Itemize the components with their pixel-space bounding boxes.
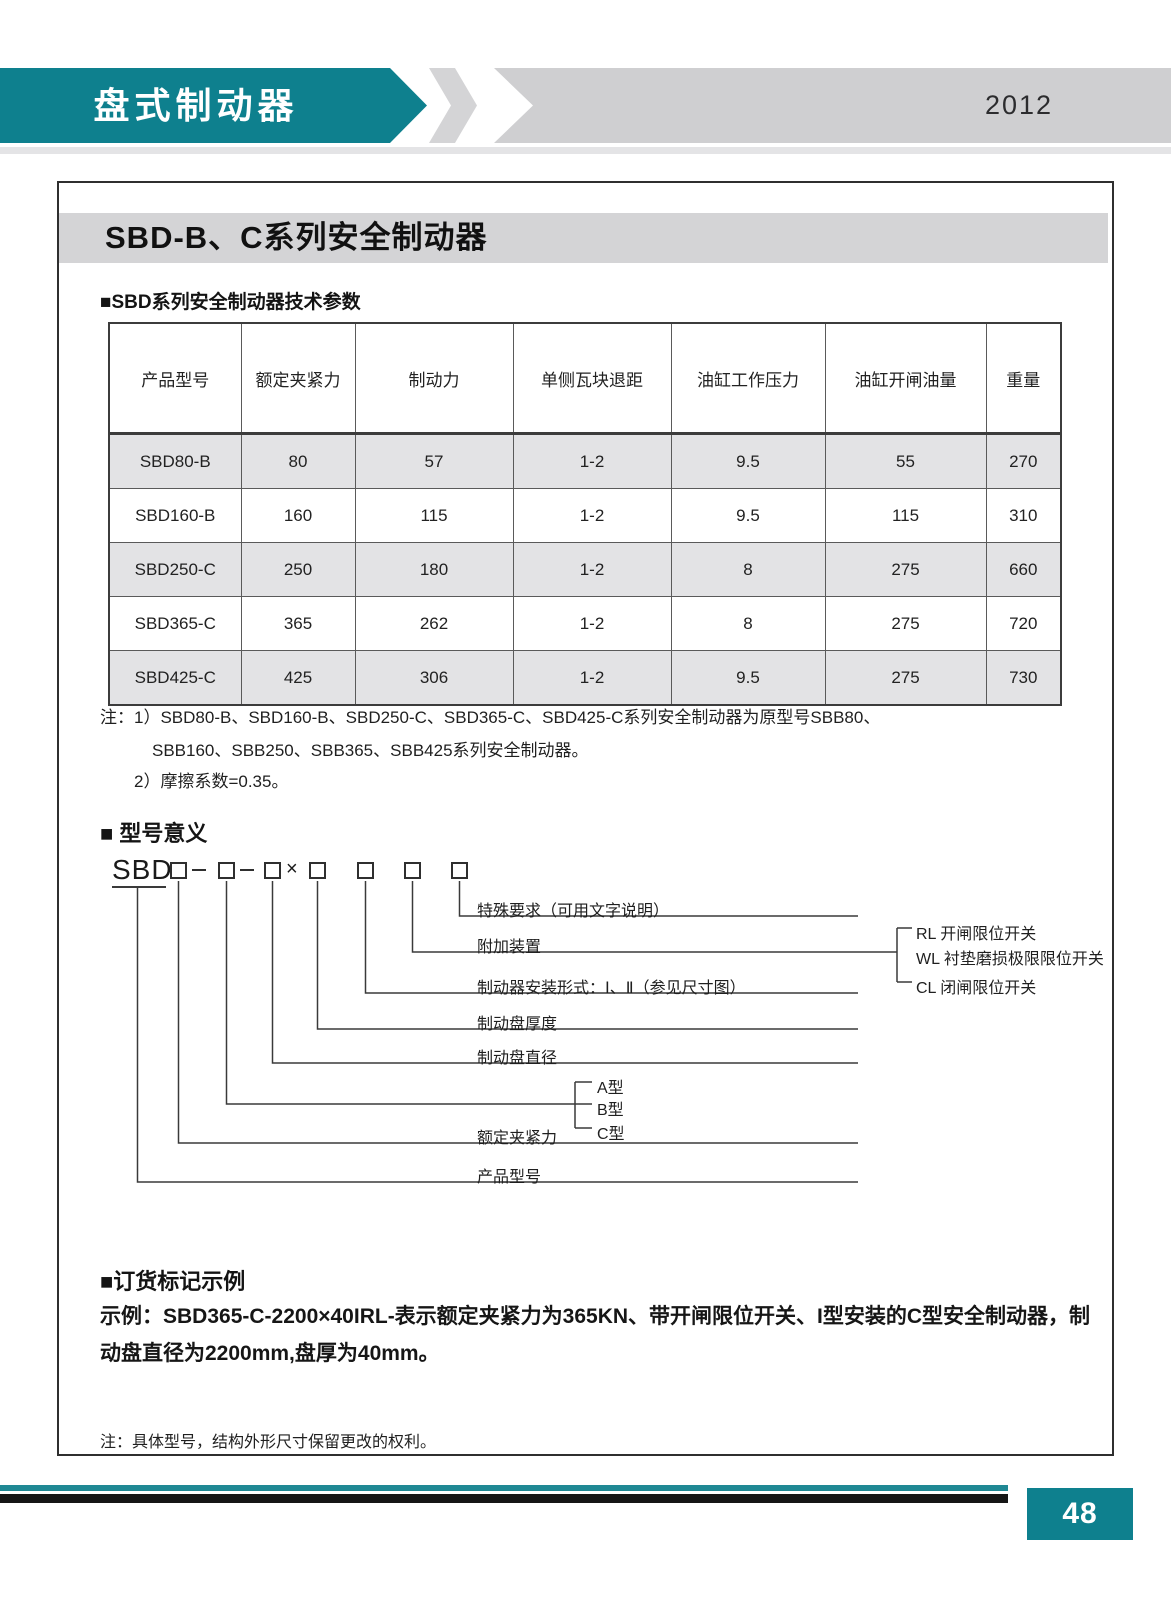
tech-params-heading: ■SBD系列安全制动器技术参数	[100, 292, 361, 313]
year-label: 2012	[985, 90, 1054, 120]
table-cell: 306	[354, 650, 514, 706]
table-cell: 250	[240, 542, 356, 597]
model-dash-2	[240, 869, 254, 871]
table-cell: 275	[824, 542, 987, 597]
label-rl-switch: RL 开闸限位开关	[916, 926, 1037, 943]
table-cell: 8	[670, 596, 826, 651]
table-cell: 660	[985, 542, 1062, 597]
table-cell: 262	[354, 596, 514, 651]
table-note-line-2: SBB160、SBB250、SBB365、SBB425系列安全制动器。	[152, 741, 589, 760]
table-cell: 9.5	[670, 433, 826, 489]
label-product-model: 产品型号	[477, 1169, 542, 1186]
footer-teal-line	[0, 1485, 1008, 1491]
model-box-2	[218, 862, 235, 879]
table-row: SBD80-B 80 57 1-2 9.5 55 270	[108, 433, 1062, 489]
table-cell: SBD365-C	[108, 596, 242, 651]
model-dash-1	[192, 869, 206, 871]
table-cell: 9.5	[670, 488, 826, 543]
banner-title: 盘式制动器	[93, 85, 299, 126]
table-row: SBD365-C 365 262 1-2 8 275 720	[108, 596, 1062, 651]
table-cell: 115	[354, 488, 514, 543]
table-cell: SBD425-C	[108, 650, 242, 706]
ordering-example-line-1: 示例：SBD365-C-2200×40IRL-表示额定夹紧力为365KN、带开闸…	[100, 1305, 1091, 1328]
label-disc-diameter: 制动盘直径	[477, 1050, 558, 1067]
model-box-5	[357, 862, 374, 879]
table-cell: 425	[240, 650, 356, 706]
page-number-badge: 48	[1027, 1488, 1133, 1540]
model-box-1	[170, 862, 187, 879]
label-type-c: C型	[597, 1126, 625, 1143]
table-cell: 1-2	[512, 542, 672, 597]
table-cell: 160	[240, 488, 356, 543]
model-box-3	[264, 862, 281, 879]
title-band	[59, 213, 1108, 263]
table-note-line-3: 2）摩擦系数=0.35。	[134, 772, 289, 791]
label-type-b: B型	[597, 1102, 624, 1119]
model-prefix-underline	[112, 886, 166, 888]
table-cell: 1-2	[512, 488, 672, 543]
label-wl-switch: WL 衬垫磨损极限限位开关	[916, 951, 1104, 968]
table-cell: 1-2	[512, 596, 672, 651]
table-cell: 275	[824, 650, 987, 706]
model-box-7	[451, 862, 468, 879]
table-cell: 275	[824, 596, 987, 651]
table-note-line-1: 注：1）SBD80-B、SBD160-B、SBD250-C、SBD365-C、S…	[100, 708, 881, 727]
table-cell: SBD160-B	[108, 488, 242, 543]
table-cell: 80	[240, 433, 356, 489]
table-cell: 730	[985, 650, 1062, 706]
bottom-note: 注：具体型号，结构外形尺寸保留更改的权利。	[100, 1434, 437, 1451]
table-body: SBD80-B 80 57 1-2 9.5 55 270 SBD160-B 160 115 1-2 9…	[108, 433, 1062, 706]
table-header-cell: 重量	[985, 322, 1062, 435]
label-clamping-force: 额定夹紧力	[477, 1130, 558, 1147]
model-meaning-heading: ■ 型号意义	[100, 821, 208, 846]
table-cell: 310	[985, 488, 1062, 543]
tech-params-table: 产品型号 额定夹紧力 制动力 单侧瓦块退距 油缸工作压力 油缸开闸油量 重量 SBD80-B…	[108, 322, 1062, 706]
table-header-cell: 单侧瓦块退距	[512, 322, 672, 435]
table-cell: 57	[354, 433, 514, 489]
table-header-cell: 额定夹紧力	[240, 322, 356, 435]
footer-black-line	[0, 1494, 1008, 1503]
table-cell: 1-2	[512, 650, 672, 706]
table-cell: 1-2	[512, 433, 672, 489]
table-row: SBD160-B 160 115 1-2 9.5 115 310	[108, 488, 1062, 543]
table-cell: 180	[354, 542, 514, 597]
table-cell: 270	[985, 433, 1062, 489]
table-header-cell: 油缸工作压力	[670, 322, 826, 435]
tech-params-table-wrap: 产品型号 额定夹紧力 制动力 单侧瓦块退距 油缸工作压力 油缸开闸油量 重量 SBD80-B…	[108, 322, 1062, 706]
label-type-a: A型	[597, 1080, 624, 1097]
header-gray-band	[494, 68, 1171, 143]
table-cell: 115	[824, 488, 987, 543]
table-row: SBD250-C 250 180 1-2 8 275 660	[108, 542, 1062, 597]
table-cell: 9.5	[670, 650, 826, 706]
table-cell: SBD250-C	[108, 542, 242, 597]
label-cl-switch: CL 闭闸限位开关	[916, 980, 1037, 997]
table-cell: 720	[985, 596, 1062, 651]
model-prefix: SBD	[112, 854, 173, 885]
label-special-requirements: 特殊要求（可用文字说明）	[477, 903, 670, 920]
table-header-cell: 制动力	[354, 322, 514, 435]
label-attachment: 附加装置	[477, 939, 542, 956]
table-cell: SBD80-B	[108, 433, 242, 489]
table-row: SBD425-C 425 306 1-2 9.5 275 730	[108, 650, 1062, 706]
label-mounting-type: 制动器安装形式：Ⅰ、Ⅱ（参见尺寸图）	[477, 980, 746, 997]
page-title: SBD-B、C系列安全制动器	[105, 220, 488, 255]
chevron-icon	[429, 68, 477, 143]
table-cell: 365	[240, 596, 356, 651]
table-header-cell: 油缸开闸油量	[824, 322, 987, 435]
table-cell: 8	[670, 542, 826, 597]
model-box-4	[309, 862, 326, 879]
label-disc-thickness: 制动盘厚度	[477, 1016, 558, 1033]
table-header-row: 产品型号 额定夹紧力 制动力 单侧瓦块退距 油缸工作压力 油缸开闸油量 重量	[108, 322, 1062, 435]
model-times-sign: ×	[286, 858, 298, 880]
ordering-heading: ■订货标记示例	[100, 1269, 246, 1294]
ordering-example-line-2: 动盘直径为2200mm,盘厚为40mm。	[100, 1342, 440, 1365]
header-teal-banner	[0, 68, 427, 143]
table-cell: 55	[824, 433, 987, 489]
model-box-6	[404, 862, 421, 879]
table-header-cell: 产品型号	[108, 322, 242, 435]
header-divider	[0, 147, 1171, 154]
